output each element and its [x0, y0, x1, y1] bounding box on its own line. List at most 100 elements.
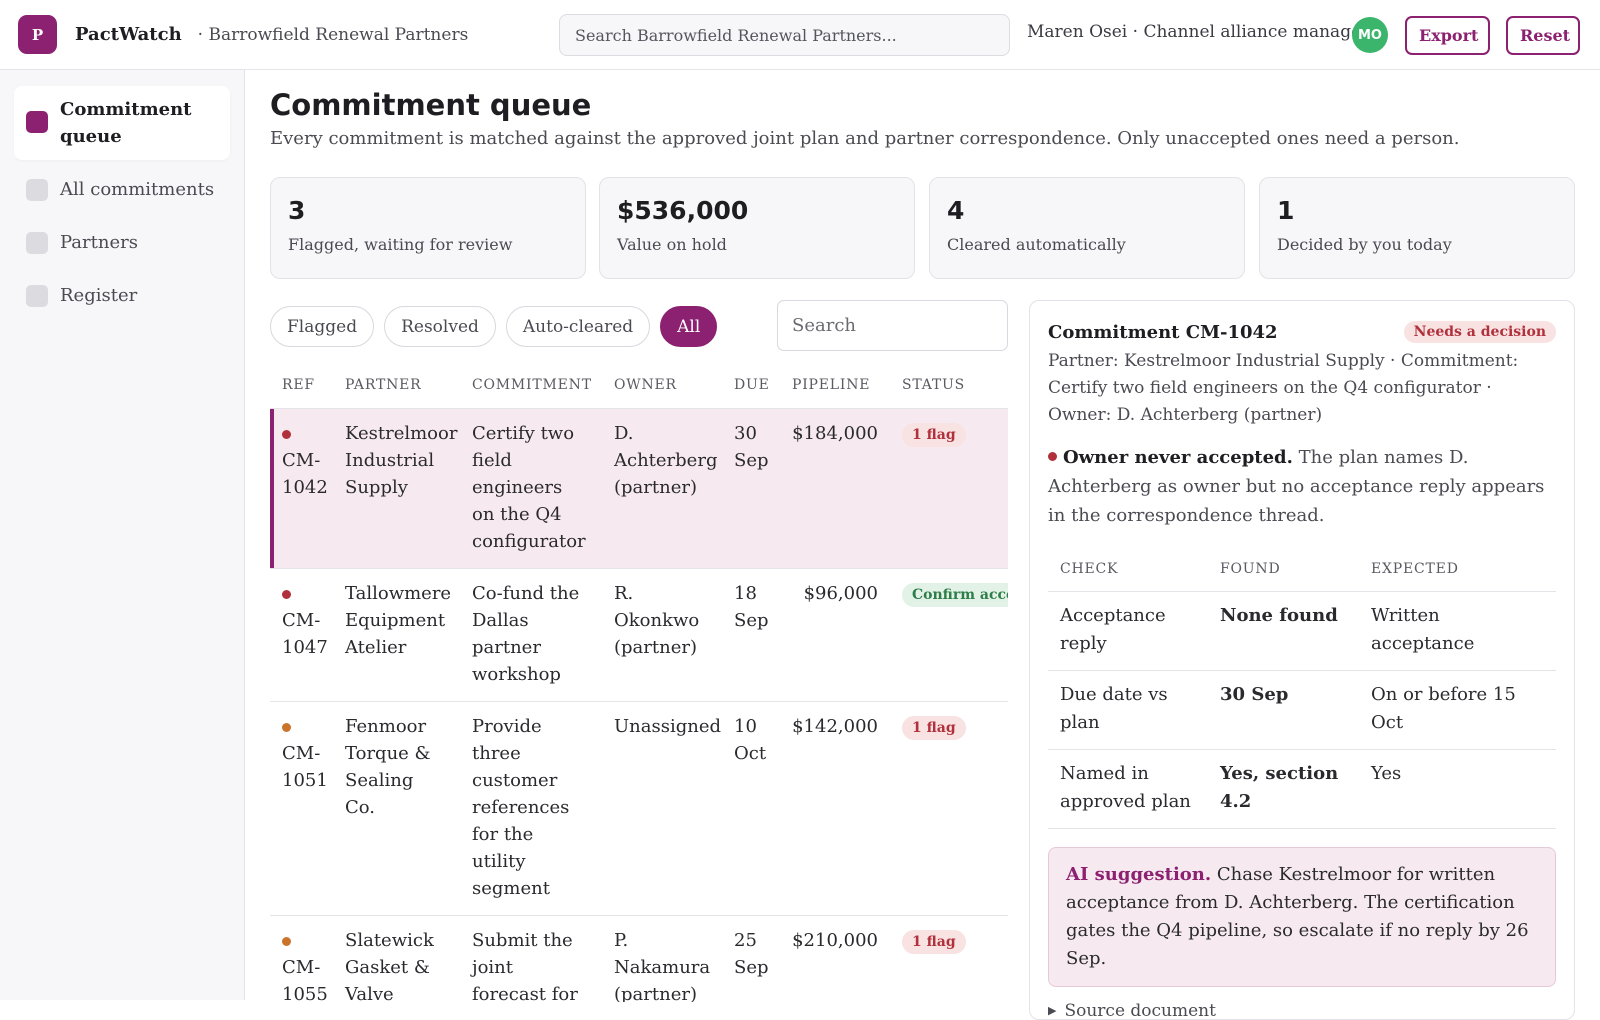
stat-label: Decided by you today — [1277, 235, 1557, 254]
check-expected: Written acceptance — [1359, 591, 1556, 670]
severity-dot — [282, 937, 291, 946]
row-commitment: Certify two field engineers on the Q4 co… — [460, 408, 602, 568]
row-commitment: Provide three customer references for th… — [460, 701, 602, 915]
ai-suggestion-label: AI suggestion. — [1066, 864, 1211, 885]
filter-chip-flagged[interactable]: Flagged — [270, 306, 374, 347]
sidebar-item-register[interactable]: Register — [14, 272, 230, 319]
detail-title: Commitment CM-1042 — [1048, 322, 1278, 343]
severity-dot — [282, 590, 291, 599]
global-search-input[interactable] — [559, 14, 1010, 56]
filter-chip-resolved[interactable]: Resolved — [384, 306, 496, 347]
table-row[interactable]: CM-1042 Kestrelmoor Industrial Supply Ce… — [270, 408, 1008, 568]
export-button[interactable]: Export — [1405, 16, 1490, 55]
check-name: Acceptance reply — [1048, 591, 1208, 670]
check-row: Named in approved plan Yes, section 4.2 … — [1048, 749, 1556, 828]
sidebar-item-all-commitments[interactable]: All commitments — [14, 166, 230, 213]
row-ref: CM-1042 — [282, 450, 328, 498]
stat-value: 1 — [1277, 196, 1557, 225]
check-name: Due date vs plan — [1048, 670, 1208, 749]
sidebar-item-commitment-queue[interactable]: Commitment queue — [14, 86, 230, 160]
row-due: 18 Sep — [722, 568, 780, 701]
sidebar-item-label: Partners — [60, 229, 138, 256]
stat-value: $536,000 — [617, 196, 897, 225]
row-partner: Slatewick Gasket & Valve Works — [333, 915, 460, 1002]
row-commitment: Submit the joint forecast for Q4 renewal… — [460, 915, 602, 1002]
source-document-toggle[interactable]: ▶Source document — [1048, 1001, 1556, 1020]
stat-label: Value on hold — [617, 235, 897, 254]
user-avatar[interactable]: MO — [1352, 17, 1388, 53]
column-header-check: CHECK — [1048, 547, 1208, 591]
logo-letter: P — [32, 26, 43, 44]
check-row: Due date vs plan 30 Sep On or before 15 … — [1048, 670, 1556, 749]
column-header-expected: EXPECTED — [1359, 547, 1556, 591]
row-partner: Tallowmere Equipment Atelier — [333, 568, 460, 701]
row-ref: CM-1051 — [282, 743, 328, 791]
sidebar-item-label: All commitments — [60, 176, 214, 203]
row-pipeline: $96,000 — [780, 568, 890, 701]
detail-panel: Commitment CM-1042 Needs a decision Part… — [1029, 300, 1575, 1020]
checks-table: CHECK FOUND EXPECTED Acceptance reply No… — [1048, 547, 1556, 829]
issue-title: Owner never accepted. — [1063, 447, 1293, 468]
register-icon — [26, 285, 48, 307]
check-found: None found — [1208, 591, 1359, 670]
row-ref: CM-1047 — [282, 610, 328, 658]
stat-card-cleared: 4 Cleared automatically — [929, 177, 1245, 279]
ai-suggestion: AI suggestion. Chase Kestrelmoor for wri… — [1048, 847, 1556, 987]
row-due: 25 Sep — [722, 915, 780, 1002]
row-pipeline: $142,000 — [780, 701, 890, 915]
source-document-label: Source document — [1064, 1001, 1216, 1020]
stat-value: 4 — [947, 196, 1227, 225]
severity-dot — [282, 723, 291, 732]
detail-meta: Partner: Kestrelmoor Industrial Supply ·… — [1048, 348, 1556, 429]
filter-chip-auto-cleared[interactable]: Auto-cleared — [506, 306, 650, 347]
stat-card-decided: 1 Decided by you today — [1259, 177, 1575, 279]
row-owner: D. Achterberg (partner) — [602, 408, 722, 568]
status-badge: Confirm acceptance — [902, 583, 1008, 607]
page-title: Commitment queue — [270, 88, 591, 122]
check-found: 30 Sep — [1208, 670, 1359, 749]
row-owner: P. Nakamura (partner) — [602, 915, 722, 1002]
sidebar-item-partners[interactable]: Partners — [14, 219, 230, 266]
row-partner: Fenmoor Torque & Sealing Co. — [333, 701, 460, 915]
row-due: 10 Oct — [722, 701, 780, 915]
row-pipeline: $184,000 — [780, 408, 890, 568]
row-owner: R. Okonkwo (partner) — [602, 568, 722, 701]
queue-table-container: REF PARTNER COMMITMENT OWNER DUE PIPELIN… — [270, 362, 1008, 1002]
workspace-name: · Barrowfield Renewal Partners — [198, 25, 469, 45]
filter-chip-all[interactable]: All — [660, 306, 717, 347]
column-header-commitment[interactable]: COMMITMENT — [460, 362, 602, 408]
stat-label: Cleared automatically — [947, 235, 1227, 254]
table-row[interactable]: CM-1055 Slatewick Gasket & Valve Works S… — [270, 915, 1008, 1002]
column-header-ref[interactable]: REF — [270, 362, 333, 408]
partners-icon — [26, 232, 48, 254]
column-header-due[interactable]: DUE — [722, 362, 780, 408]
row-owner: Unassigned — [602, 701, 722, 915]
row-commitment: Co-fund the Dallas partner workshop — [460, 568, 602, 701]
check-name: Named in approved plan — [1048, 749, 1208, 828]
issue-summary: Owner never accepted. The plan names D. … — [1048, 443, 1556, 530]
check-expected: On or before 15 Oct — [1359, 670, 1556, 749]
filter-chips: Flagged Resolved Auto-cleared All — [270, 306, 727, 347]
queue-search-input[interactable] — [777, 300, 1008, 351]
status-badge: 1 flag — [902, 423, 966, 447]
column-header-pipeline[interactable]: PIPELINE — [780, 362, 890, 408]
stat-label: Flagged, waiting for review — [288, 235, 568, 254]
check-row: Acceptance reply None found Written acce… — [1048, 591, 1556, 670]
sidebar-item-label: Commitment queue — [60, 96, 180, 150]
commitment-table: REF PARTNER COMMITMENT OWNER DUE PIPELIN… — [270, 362, 1008, 1002]
table-row[interactable]: CM-1047 Tallowmere Equipment Atelier Co-… — [270, 568, 1008, 701]
stat-card-value-on-hold: $536,000 Value on hold — [599, 177, 915, 279]
user-name-role: Maren Osei · Channel alliance manager — [1027, 22, 1369, 42]
row-partner: Kestrelmoor Industrial Supply — [333, 408, 460, 568]
column-header-found: FOUND — [1208, 547, 1359, 591]
app-logo[interactable]: P — [18, 15, 57, 54]
column-header-owner[interactable]: OWNER — [602, 362, 722, 408]
column-header-status[interactable]: STATUS — [890, 362, 1008, 408]
stat-value: 3 — [288, 196, 568, 225]
column-header-partner[interactable]: PARTNER — [333, 362, 460, 408]
row-due: 30 Sep — [722, 408, 780, 568]
status-badge: 1 flag — [902, 716, 966, 740]
reset-button[interactable]: Reset — [1506, 16, 1580, 55]
sidebar: Commitment queue All commitments Partner… — [0, 70, 245, 1000]
table-row[interactable]: CM-1051 Fenmoor Torque & Sealing Co. Pro… — [270, 701, 1008, 915]
